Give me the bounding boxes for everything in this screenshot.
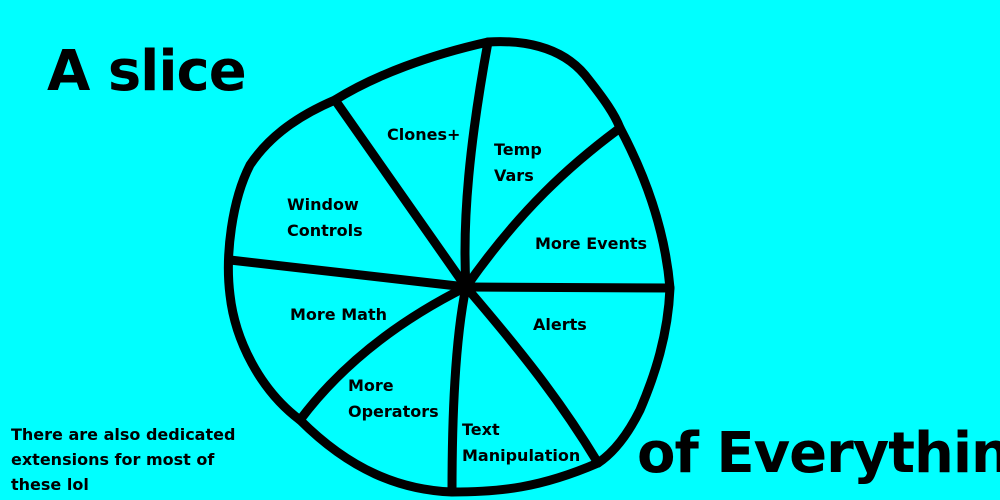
pie-outline (223, 37, 675, 497)
slice-label-more-operators-line2: Operators (348, 402, 439, 421)
spoke-right (461, 282, 675, 293)
spoke-lower-right (461, 282, 603, 468)
spoke-left (225, 255, 471, 292)
pie-spokes (225, 37, 675, 497)
slice-label-more-math: More Math (290, 305, 387, 324)
slice-label-more-events: More Events (535, 234, 647, 253)
title-right: of Everything (637, 421, 1000, 486)
slice-label-text-manipulation-line2: Manipulation (462, 446, 581, 465)
slice-label-text-manipulation: Text Manipulation (462, 417, 580, 469)
slice-label-window-controls: Window Controls (287, 192, 363, 244)
slice-label-temp-vars-line2: Vars (494, 166, 534, 185)
spoke-upper-right (461, 123, 625, 292)
title-left: A slice (47, 39, 247, 104)
slice-label-more-operators: More Operators (348, 373, 439, 425)
spoke-upper-left (330, 95, 471, 292)
slice-label-text-manipulation-line1: Text (462, 420, 500, 439)
slice-label-window-controls-line2: Controls (287, 221, 363, 240)
slice-label-temp-vars-line1: Temp (494, 140, 542, 159)
spoke-bottom (447, 282, 471, 497)
footnote: There are also dedicated extensions for … (11, 425, 236, 494)
spoke-top (460, 37, 493, 292)
spoke-lower-left (295, 282, 471, 425)
slice-label-more-operators-line1: More (348, 376, 394, 395)
slice-label-clones: Clones+ (387, 125, 461, 144)
slice-label-window-controls-line1: Window (287, 195, 359, 214)
slice-label-alerts: Alerts (533, 315, 587, 334)
slice-label-temp-vars: Temp Vars (494, 137, 542, 189)
